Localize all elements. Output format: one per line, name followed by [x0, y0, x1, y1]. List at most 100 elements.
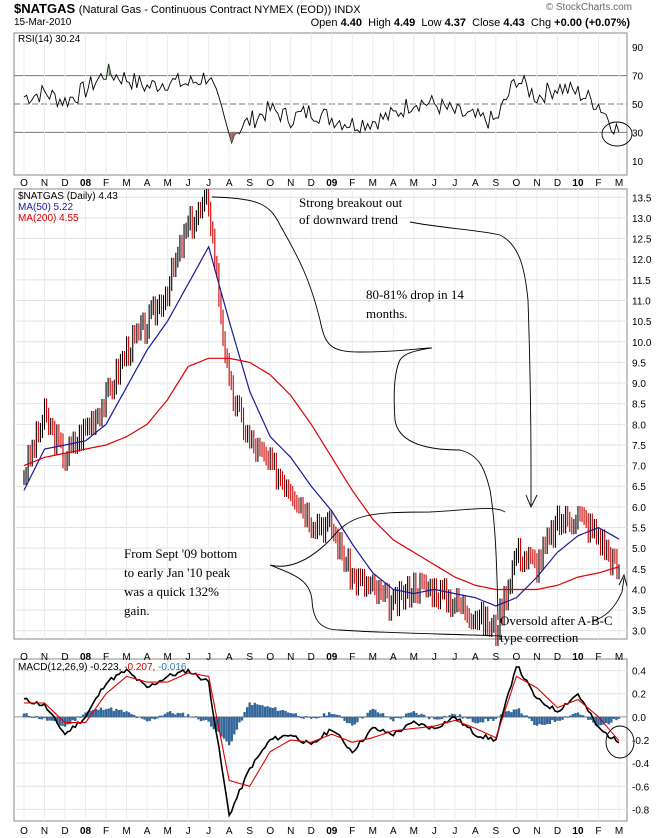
macd-hist-bar [566, 716, 569, 718]
annotation-breakout-2: of downward trend [299, 212, 398, 227]
x-tick-label: 10 [572, 652, 584, 663]
macd-hist-bar [438, 716, 441, 720]
macd-hist-bar [97, 709, 100, 718]
macd-hist-bar [163, 713, 167, 718]
rsi-tick-label: 70 [632, 72, 644, 83]
macd-hist-bar [599, 716, 603, 726]
x-tick-label: M [369, 178, 377, 189]
macd-hist-bar [340, 716, 344, 718]
macd-hist-bar [315, 716, 318, 719]
x-tick-label: A [390, 178, 397, 189]
macd-hist-bar [533, 716, 536, 726]
macd-hist-bar [304, 716, 308, 718]
low-value: 4.37 [444, 17, 467, 29]
macd-hist-bar [263, 706, 267, 718]
macd-hist-bar [520, 713, 523, 718]
x-tick-label: S [493, 826, 500, 837]
price-tick-label: 3.5 [632, 606, 646, 617]
x-tick-label: O [266, 652, 274, 663]
x-tick-label: D [554, 826, 561, 837]
macd-crossover-circle [605, 725, 635, 759]
x-tick-label: O [513, 652, 521, 663]
price-tick-label: 8.0 [632, 420, 646, 431]
x-tick-label: M [163, 826, 171, 837]
macd-hist-bar [233, 716, 236, 735]
macd-hist-bar [235, 716, 239, 730]
macd-tick-label: 0.2 [632, 690, 646, 701]
price-tick-label: 12.5 [632, 235, 652, 246]
macd-hist-bar [530, 716, 534, 722]
annotation-drop-2: months. [366, 306, 408, 321]
macd-hist-bar [61, 716, 64, 726]
macd-hist-bar [548, 716, 551, 725]
rsi-tick-labels: 90 70 50 30 10 [632, 43, 644, 168]
macd-hist-bar [540, 716, 544, 725]
macd-tick-label: 0.4 [632, 667, 646, 678]
price-tick-label: 8.5 [632, 400, 646, 411]
x-tick-label: A [390, 652, 397, 663]
macd-hist-bar [220, 716, 223, 737]
x-tick-label: A [472, 652, 479, 663]
macd-hist-bar [476, 716, 480, 724]
x-tick-label: S [493, 652, 500, 663]
macd-hist-bar [22, 713, 26, 718]
macd-hist-bar [276, 710, 280, 718]
annotation-gain-3: was a quick 132% [124, 584, 219, 599]
macd-hist-bar [471, 716, 475, 723]
annotation-breakout-1: Strong breakout out [299, 195, 403, 210]
macd-hist-bar [558, 716, 562, 721]
macd-hist-bar [56, 716, 59, 724]
macd-hist-bar [230, 716, 233, 742]
macd-hist-bar [189, 716, 192, 718]
x-tick-label: O [266, 178, 274, 189]
x-tick-label: A [144, 826, 151, 837]
macd-hist-bar [174, 714, 177, 718]
macd-hist-bar [166, 712, 169, 718]
x-tick-label: N [41, 652, 48, 663]
macd-hist-bar [325, 715, 328, 718]
x-tick-label: S [493, 178, 500, 189]
macd-hist-bar [104, 709, 108, 718]
price-tick-label: 9.5 [632, 358, 646, 369]
x-tick-label: M [122, 826, 130, 837]
x-tick-label: D [308, 826, 315, 837]
macd-hist-bar [397, 716, 400, 719]
rsi-line [23, 63, 620, 145]
x-grid [23, 33, 620, 821]
macd-hist-bar [297, 715, 300, 718]
macd-hist-bar [40, 716, 44, 720]
x-tick-label: O [513, 178, 521, 189]
macd-hist-bar [215, 716, 218, 732]
price-tick-label: 12.0 [632, 255, 652, 266]
series-layer [22, 63, 621, 818]
x-tick-label: F [349, 652, 355, 663]
macd-hist-bar [448, 715, 451, 718]
macd-hist-bar [74, 716, 77, 722]
x-tick-labels: O O O N N N D D D 08 08 08 F F F M M M A A A M M M J J J J J J A A A S S S O… [20, 178, 623, 837]
macd-hist-bar [310, 716, 313, 719]
x-tick-label: J [452, 652, 457, 663]
macd-hist-bar [284, 710, 287, 718]
x-tick-label: A [144, 178, 151, 189]
macd-hist-bar [48, 716, 51, 721]
x-tick-label: O [20, 652, 28, 663]
macd-hist-bar [327, 712, 331, 718]
macd-hist-bar [120, 709, 123, 718]
annotation-gain-1: From Sept '09 bottom [124, 546, 237, 561]
x-tick-label: J [186, 178, 191, 189]
macd-hist-bar [33, 716, 36, 718]
macd-hist-bar [251, 705, 254, 718]
annotation-strokes [211, 121, 635, 759]
macd-hist-bar [68, 716, 72, 725]
macd-hist-bar [569, 715, 572, 718]
macd-line [23, 666, 620, 818]
macd-hist-bar [335, 714, 339, 718]
macd-hist-bar [574, 713, 577, 718]
close-value: 4.43 [503, 17, 525, 29]
macd-tick-label: -0.2 [632, 736, 650, 747]
macd-hist-bar [317, 716, 321, 718]
rsi-tick-label: 10 [632, 157, 644, 168]
price-tick-label: 4.5 [632, 565, 646, 576]
symbol-label: $NATGAS [14, 1, 76, 16]
macd-hist-bar [243, 712, 246, 718]
